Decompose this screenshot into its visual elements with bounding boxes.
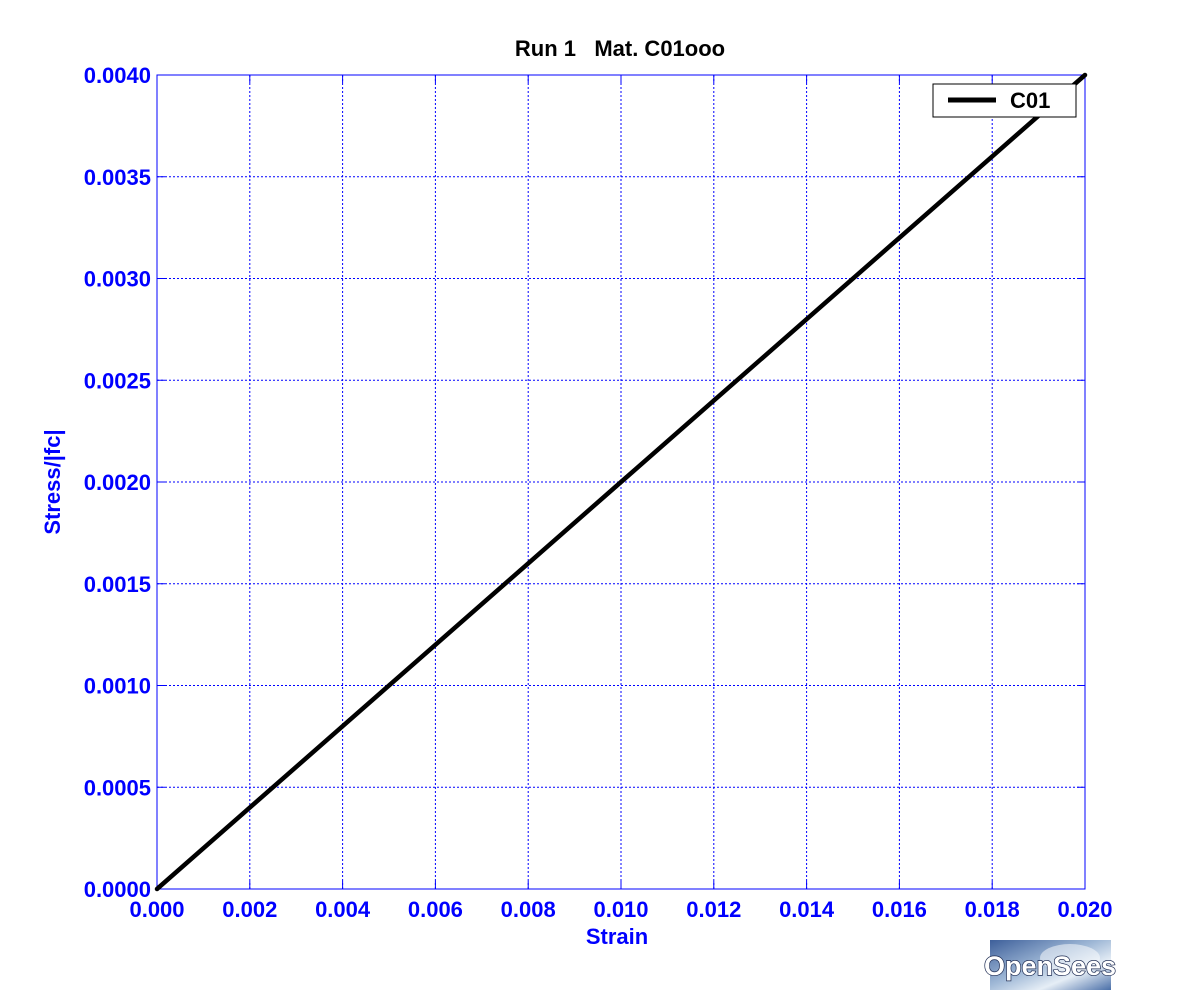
x-tick-label: 0.000 bbox=[129, 897, 184, 922]
x-tick-label: 0.004 bbox=[315, 897, 371, 922]
y-tick-label: 0.0020 bbox=[84, 470, 151, 495]
x-tick-label: 0.010 bbox=[593, 897, 648, 922]
y-tick-label: 0.0015 bbox=[84, 572, 151, 597]
chart-title: Run 1 Mat. C01ooo bbox=[515, 36, 725, 61]
y-axis-label: Stress/|fc| bbox=[40, 429, 65, 534]
legend: C01 bbox=[932, 83, 1077, 118]
x-tick-label: 0.018 bbox=[965, 897, 1020, 922]
y-tick-label: 0.0030 bbox=[84, 267, 151, 292]
x-tick-label: 0.012 bbox=[686, 897, 741, 922]
legend-label: C01 bbox=[1010, 88, 1050, 113]
series bbox=[154, 72, 1088, 892]
x-tick-label: 0.020 bbox=[1057, 897, 1112, 922]
y-tick-label: 0.0035 bbox=[84, 165, 151, 190]
x-axis-label: Strain bbox=[586, 924, 648, 949]
logo-cloud bbox=[1040, 944, 1100, 972]
x-tick-label: 0.002 bbox=[222, 897, 277, 922]
logo-text: OpenSees bbox=[984, 951, 1116, 981]
opensees-logo: OpenSees bbox=[983, 940, 1117, 990]
y-tick-label: 0.0000 bbox=[84, 877, 151, 902]
ticks: 0.000 0.002 0.004 0.006 0.008 0.010 0.012 0.014… bbox=[84, 63, 1113, 922]
x-tick-label: 0.016 bbox=[872, 897, 927, 922]
series-line-c01 bbox=[154, 72, 1088, 892]
y-tick-label: 0.0010 bbox=[84, 674, 151, 699]
y-tick-label: 0.0025 bbox=[84, 368, 151, 393]
y-tick-label: 0.0040 bbox=[84, 63, 151, 88]
x-tick-label: 0.006 bbox=[408, 897, 463, 922]
y-tick-label: 0.0005 bbox=[84, 775, 151, 800]
x-tick-label: 0.008 bbox=[501, 897, 556, 922]
x-tick-label: 0.014 bbox=[779, 897, 835, 922]
